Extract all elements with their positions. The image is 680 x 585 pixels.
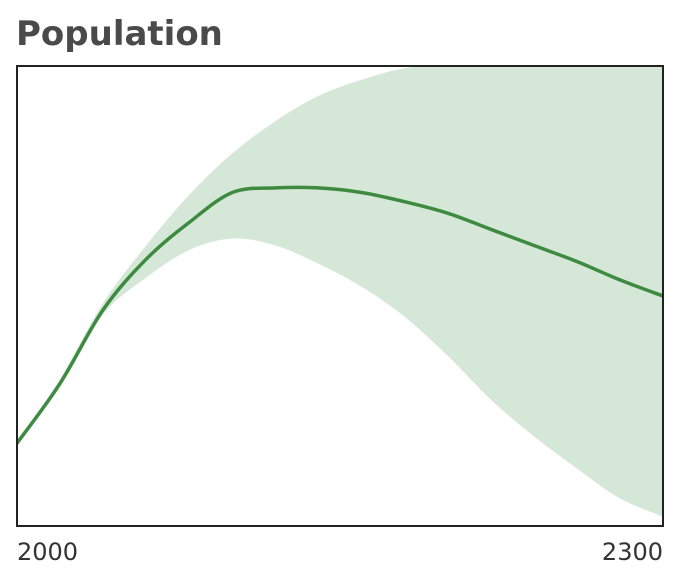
series-line-median [17,185,663,445]
plot-frame [16,65,664,527]
chart-title: Population [16,14,223,54]
x-axis-ticks: 2000 2300 [17,538,663,566]
x-tick-label: 2000 [17,538,78,566]
x-tick-label: 2300 [602,538,663,566]
uncertainty-band [17,66,663,517]
plot-area [17,66,663,517]
